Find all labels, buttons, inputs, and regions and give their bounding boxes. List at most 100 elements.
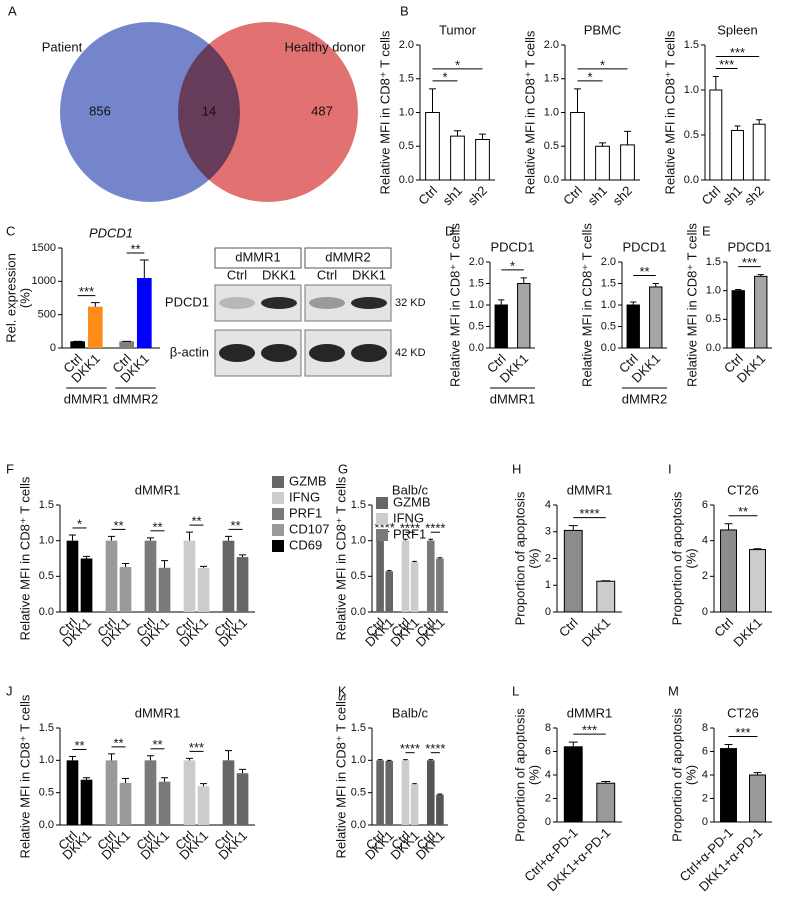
- error-bar: [753, 772, 762, 775]
- blot-band: [261, 297, 297, 309]
- y-tick-label: 1.0: [39, 754, 54, 766]
- chart-title: PDCD1: [622, 239, 666, 254]
- y-tick-label: 1.0: [469, 299, 484, 311]
- chart-title: dMMR1: [567, 705, 613, 720]
- significance-label: **: [152, 737, 162, 752]
- y-tick-label: 2.0: [601, 256, 616, 268]
- x-tick-label: sh1: [440, 183, 465, 208]
- error-bar: [601, 580, 611, 582]
- significance-label: *: [77, 516, 82, 531]
- y-tick-label: 1.0: [351, 754, 366, 766]
- y-tick-label: 2: [545, 792, 551, 804]
- error-bar: [520, 277, 527, 284]
- error-bar: [412, 560, 417, 563]
- legend-label: IFNG: [393, 510, 424, 525]
- bar: [410, 562, 419, 612]
- venn-count: 856: [89, 103, 111, 118]
- bar: [595, 145, 610, 181]
- significance-label: ***: [79, 284, 94, 299]
- y-axis-label: Relative MFI in CD8⁺ T cells: [377, 30, 392, 194]
- y-tick-label: 2.0: [544, 39, 559, 51]
- chart-title: Balb/c: [392, 482, 429, 497]
- bar: [720, 748, 737, 823]
- y-tick-label: 6: [702, 745, 708, 757]
- bar: [450, 135, 465, 181]
- x-tick-label: sh2: [610, 183, 635, 208]
- blot-size-label: 32 KD: [395, 297, 426, 309]
- y-tick-label: 0: [545, 816, 551, 828]
- significance-label: **: [738, 504, 748, 519]
- y-axis-label: (%): [683, 765, 698, 785]
- error-bar: [239, 554, 247, 558]
- y-tick-label: 4: [545, 769, 551, 781]
- y-tick-label: 0.0: [399, 174, 414, 186]
- x-tick-label: Ctrl: [698, 183, 723, 208]
- x-tick-label: sh1: [720, 183, 745, 208]
- bar: [749, 774, 766, 823]
- significance-label: ***: [735, 725, 750, 740]
- bar: [385, 760, 394, 825]
- panel-letter: L: [512, 683, 519, 698]
- y-tick-label: 1.0: [39, 535, 54, 547]
- blot-band: [219, 344, 255, 362]
- panel-letter: G: [338, 461, 348, 476]
- error-bar: [429, 88, 436, 113]
- error-bar: [601, 780, 611, 784]
- bar: [563, 529, 583, 613]
- y-tick-label: 0.5: [39, 570, 54, 582]
- legend-label: PRF1: [289, 505, 322, 520]
- y-tick-label: 0: [50, 342, 56, 354]
- bar: [517, 283, 531, 349]
- error-bar: [224, 750, 232, 761]
- y-tick-label: 6: [545, 745, 551, 757]
- blot-header: [304, 247, 392, 269]
- bar: [494, 304, 508, 349]
- chart-title: Tumor: [439, 22, 477, 37]
- y-tick-label: 0.5: [351, 570, 366, 582]
- venn-set-label: Healthy donor: [285, 39, 367, 54]
- bar: [376, 760, 384, 825]
- error-bar: [568, 741, 578, 747]
- venn-set-label: Patient: [42, 39, 83, 54]
- y-axis-label: Relative MFI in CD8⁺ T cells: [522, 30, 537, 194]
- blot-band: [219, 297, 255, 309]
- group-label: dMMR1: [64, 391, 110, 406]
- significance-label: *: [587, 69, 592, 84]
- group-label: dMMR2: [113, 391, 159, 406]
- blot-group-label: dMMR1: [235, 249, 281, 264]
- error-bar: [403, 538, 408, 541]
- error-bar: [386, 759, 392, 761]
- error-bar: [68, 755, 76, 761]
- error-bar: [428, 538, 434, 541]
- error-bar: [386, 570, 392, 572]
- error-bar: [724, 523, 733, 530]
- error-bar: [146, 537, 154, 541]
- y-tick-label: 0.0: [351, 606, 366, 618]
- y-axis-label: Relative MFI in CD8⁺ T cells: [333, 476, 348, 640]
- y-axis-label: (%): [683, 548, 698, 568]
- chart-title: Spleen: [717, 22, 757, 37]
- panel-letter: K: [338, 683, 347, 698]
- bar: [596, 580, 616, 613]
- legend-swatch: [376, 529, 388, 541]
- chart-title: PBMC: [584, 22, 622, 37]
- bar: [236, 773, 249, 825]
- significance-label: **: [191, 514, 201, 529]
- significance-label: **: [130, 241, 140, 256]
- legend-label: PRF1: [393, 526, 426, 541]
- significance-label: ****: [425, 521, 445, 536]
- significance-label: ***: [189, 740, 204, 755]
- y-tick-label: 1.5: [544, 73, 559, 85]
- x-tick-label: Ctrl: [560, 183, 585, 208]
- x-tick-label: sh2: [741, 183, 766, 208]
- panel-letter: F: [6, 461, 14, 476]
- bar: [720, 529, 737, 613]
- y-tick-label: 0: [702, 816, 708, 828]
- bar: [222, 760, 235, 825]
- blot-band: [309, 297, 345, 309]
- error-bar: [454, 130, 461, 137]
- chart-title: PDCD1: [89, 225, 133, 240]
- y-axis-label: Proportion of apoptosis: [512, 708, 527, 842]
- y-axis-label: Proportion of apoptosis: [512, 491, 527, 625]
